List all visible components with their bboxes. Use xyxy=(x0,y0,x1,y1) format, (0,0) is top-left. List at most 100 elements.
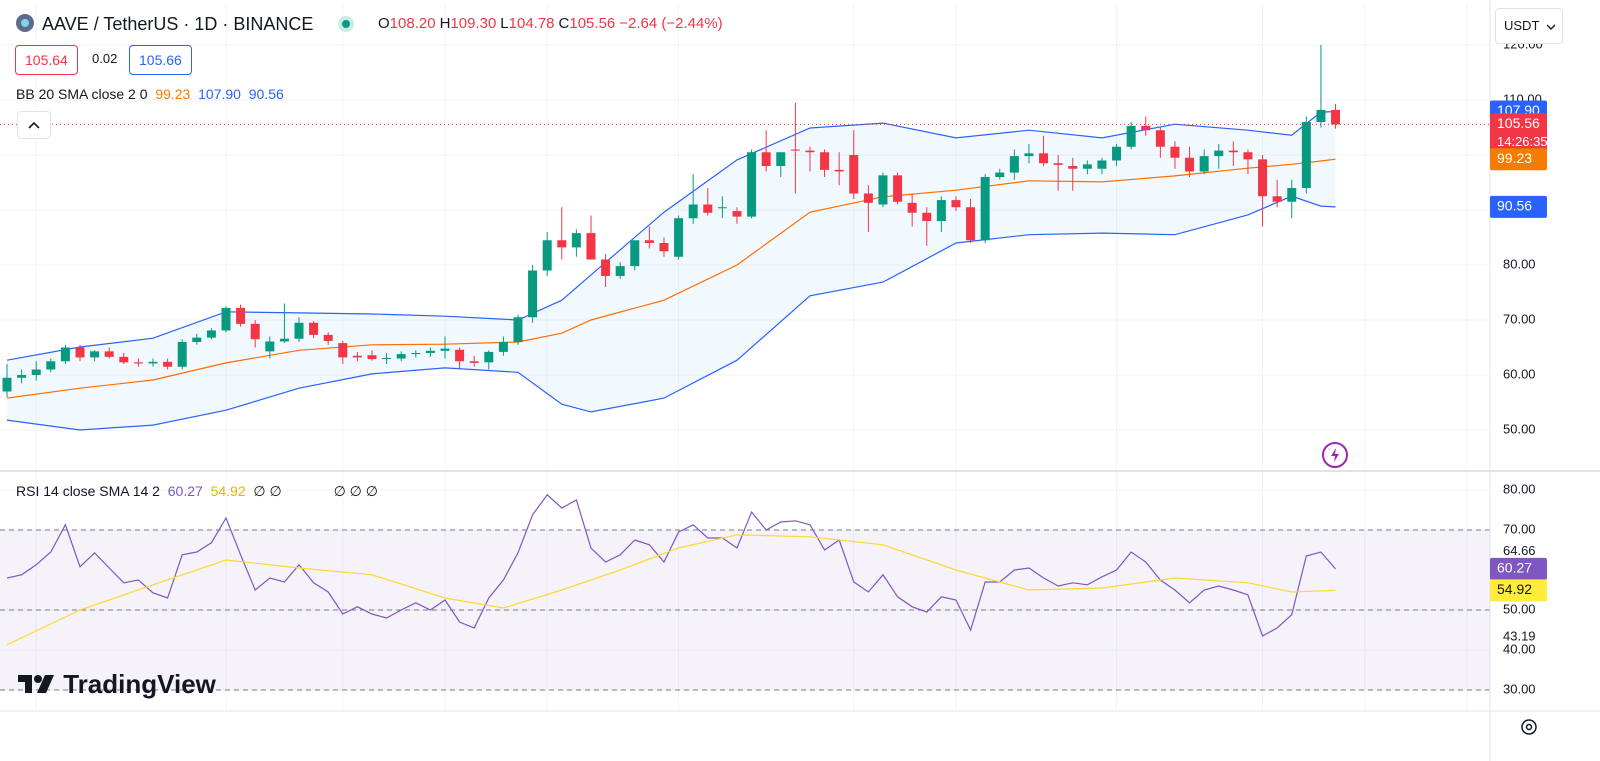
spread: 0.02 xyxy=(92,51,118,66)
candle-body xyxy=(1316,109,1326,122)
candle-body xyxy=(250,323,260,340)
candle-body xyxy=(1009,156,1019,173)
bb-upper: 107.90 xyxy=(198,86,241,102)
candle-body xyxy=(352,355,362,358)
price-badge-label: 60.27 xyxy=(1497,560,1532,576)
bolt-icon xyxy=(1331,448,1339,462)
candle-body xyxy=(761,152,771,166)
price-badge xyxy=(1490,148,1547,171)
candle-body xyxy=(1155,130,1165,147)
ohlc-value: 108.20 xyxy=(389,15,436,32)
candle-body xyxy=(907,202,917,213)
candle-body xyxy=(688,204,698,219)
candle-body xyxy=(104,351,114,357)
dropdown-icon xyxy=(1546,24,1556,30)
rsi-sma-value: 54.92 xyxy=(210,483,246,499)
candle-body xyxy=(1301,121,1311,188)
candle-body xyxy=(119,356,129,363)
market-status[interactable] xyxy=(338,16,354,32)
chevron-icon xyxy=(28,121,40,129)
price-badge xyxy=(1490,113,1547,152)
candle-body xyxy=(1141,125,1151,131)
price-badge-label: 99.23 xyxy=(1497,150,1532,166)
candle-body xyxy=(60,347,70,362)
candle-body xyxy=(1272,196,1282,202)
ask-price[interactable]: 105.66 xyxy=(129,45,192,75)
candle-body xyxy=(557,240,567,248)
candle-body xyxy=(936,200,946,221)
candle-body xyxy=(542,240,552,271)
candle-body xyxy=(367,355,377,360)
candle-body xyxy=(2,377,12,392)
band-fill xyxy=(0,530,1490,690)
change: −2.64 (−2.44%) xyxy=(619,15,723,32)
candle-body xyxy=(1024,153,1034,157)
candle-body xyxy=(31,369,41,376)
alert-button[interactable] xyxy=(1322,442,1348,468)
countdown: 14:26:35 xyxy=(1497,134,1548,149)
candle-body xyxy=(951,200,961,208)
candle-body xyxy=(966,207,976,241)
candle-body xyxy=(586,233,596,260)
candle-body xyxy=(163,361,173,367)
ohlc-key: H xyxy=(439,15,451,32)
candle-body xyxy=(878,175,888,205)
candle-body xyxy=(455,349,465,362)
bid-price[interactable]: 105.64 xyxy=(15,45,78,75)
price-badge xyxy=(1490,557,1547,580)
candle-body xyxy=(133,362,143,364)
candle-body xyxy=(747,152,757,217)
bb-basis: 99.23 xyxy=(155,86,191,102)
symbol-title[interactable]: AAVE / TetherUS · 1D · BINANCE xyxy=(42,14,314,34)
y-tick-label: 80.00 xyxy=(1503,256,1536,271)
candle-body xyxy=(177,342,187,367)
candle-body xyxy=(1185,157,1195,172)
y-tick-label: 50.00 xyxy=(1503,421,1536,436)
ohlc-value: 104.78 xyxy=(508,15,555,32)
axis-mark-label: 64.66 xyxy=(1503,543,1536,558)
candle-body xyxy=(571,233,581,248)
candle-body xyxy=(498,342,508,352)
candle-body xyxy=(893,175,903,202)
candle-body xyxy=(863,193,873,203)
candle-body xyxy=(90,351,100,358)
candle-body xyxy=(1214,150,1224,157)
candle-body xyxy=(1199,156,1209,172)
candle-body xyxy=(46,361,56,370)
candle-body xyxy=(644,240,654,244)
candle-body xyxy=(1039,153,1049,164)
y-tick-label: 70.00 xyxy=(1503,311,1536,326)
y-tick-label: 50.00 xyxy=(1503,601,1536,616)
collapse-button[interactable] xyxy=(17,111,51,139)
indicator-line xyxy=(6,493,1336,637)
time-axis-bg xyxy=(0,711,1490,761)
candle-body xyxy=(659,243,669,252)
candle-body xyxy=(425,350,435,354)
watermark-text: TradingView xyxy=(63,669,216,699)
price-badge-label: 54.92 xyxy=(1497,581,1532,597)
candle-body xyxy=(1243,152,1253,160)
candle-body xyxy=(440,348,450,351)
currency-select[interactable]: USDT xyxy=(1495,8,1563,44)
logo-icon xyxy=(16,14,34,32)
ohlc-value: 109.30 xyxy=(450,15,497,32)
indicator-line xyxy=(6,195,1336,431)
settings-button[interactable] xyxy=(1516,714,1542,740)
y-tick-label: 80.00 xyxy=(1503,481,1536,496)
candle-body xyxy=(17,375,27,378)
candle-body xyxy=(192,337,202,343)
candle-body xyxy=(601,259,611,277)
candle-body xyxy=(732,211,742,217)
y-tick-label: 30.00 xyxy=(1503,681,1536,696)
candle-body xyxy=(790,149,800,151)
candle-body xyxy=(206,330,216,338)
y-tick-label: 60.00 xyxy=(1503,366,1536,381)
watermark: TradingView xyxy=(18,668,216,700)
rsi-legend: RSI 14 close SMA 14 2 60.27 54.92 ∅ ∅ ∅ … xyxy=(16,481,378,501)
candle-body xyxy=(1287,187,1297,202)
candle-body xyxy=(703,204,713,213)
candle-body xyxy=(805,150,815,153)
rsi-extra: ∅ ∅ xyxy=(253,483,282,499)
candle-body xyxy=(1228,150,1238,153)
